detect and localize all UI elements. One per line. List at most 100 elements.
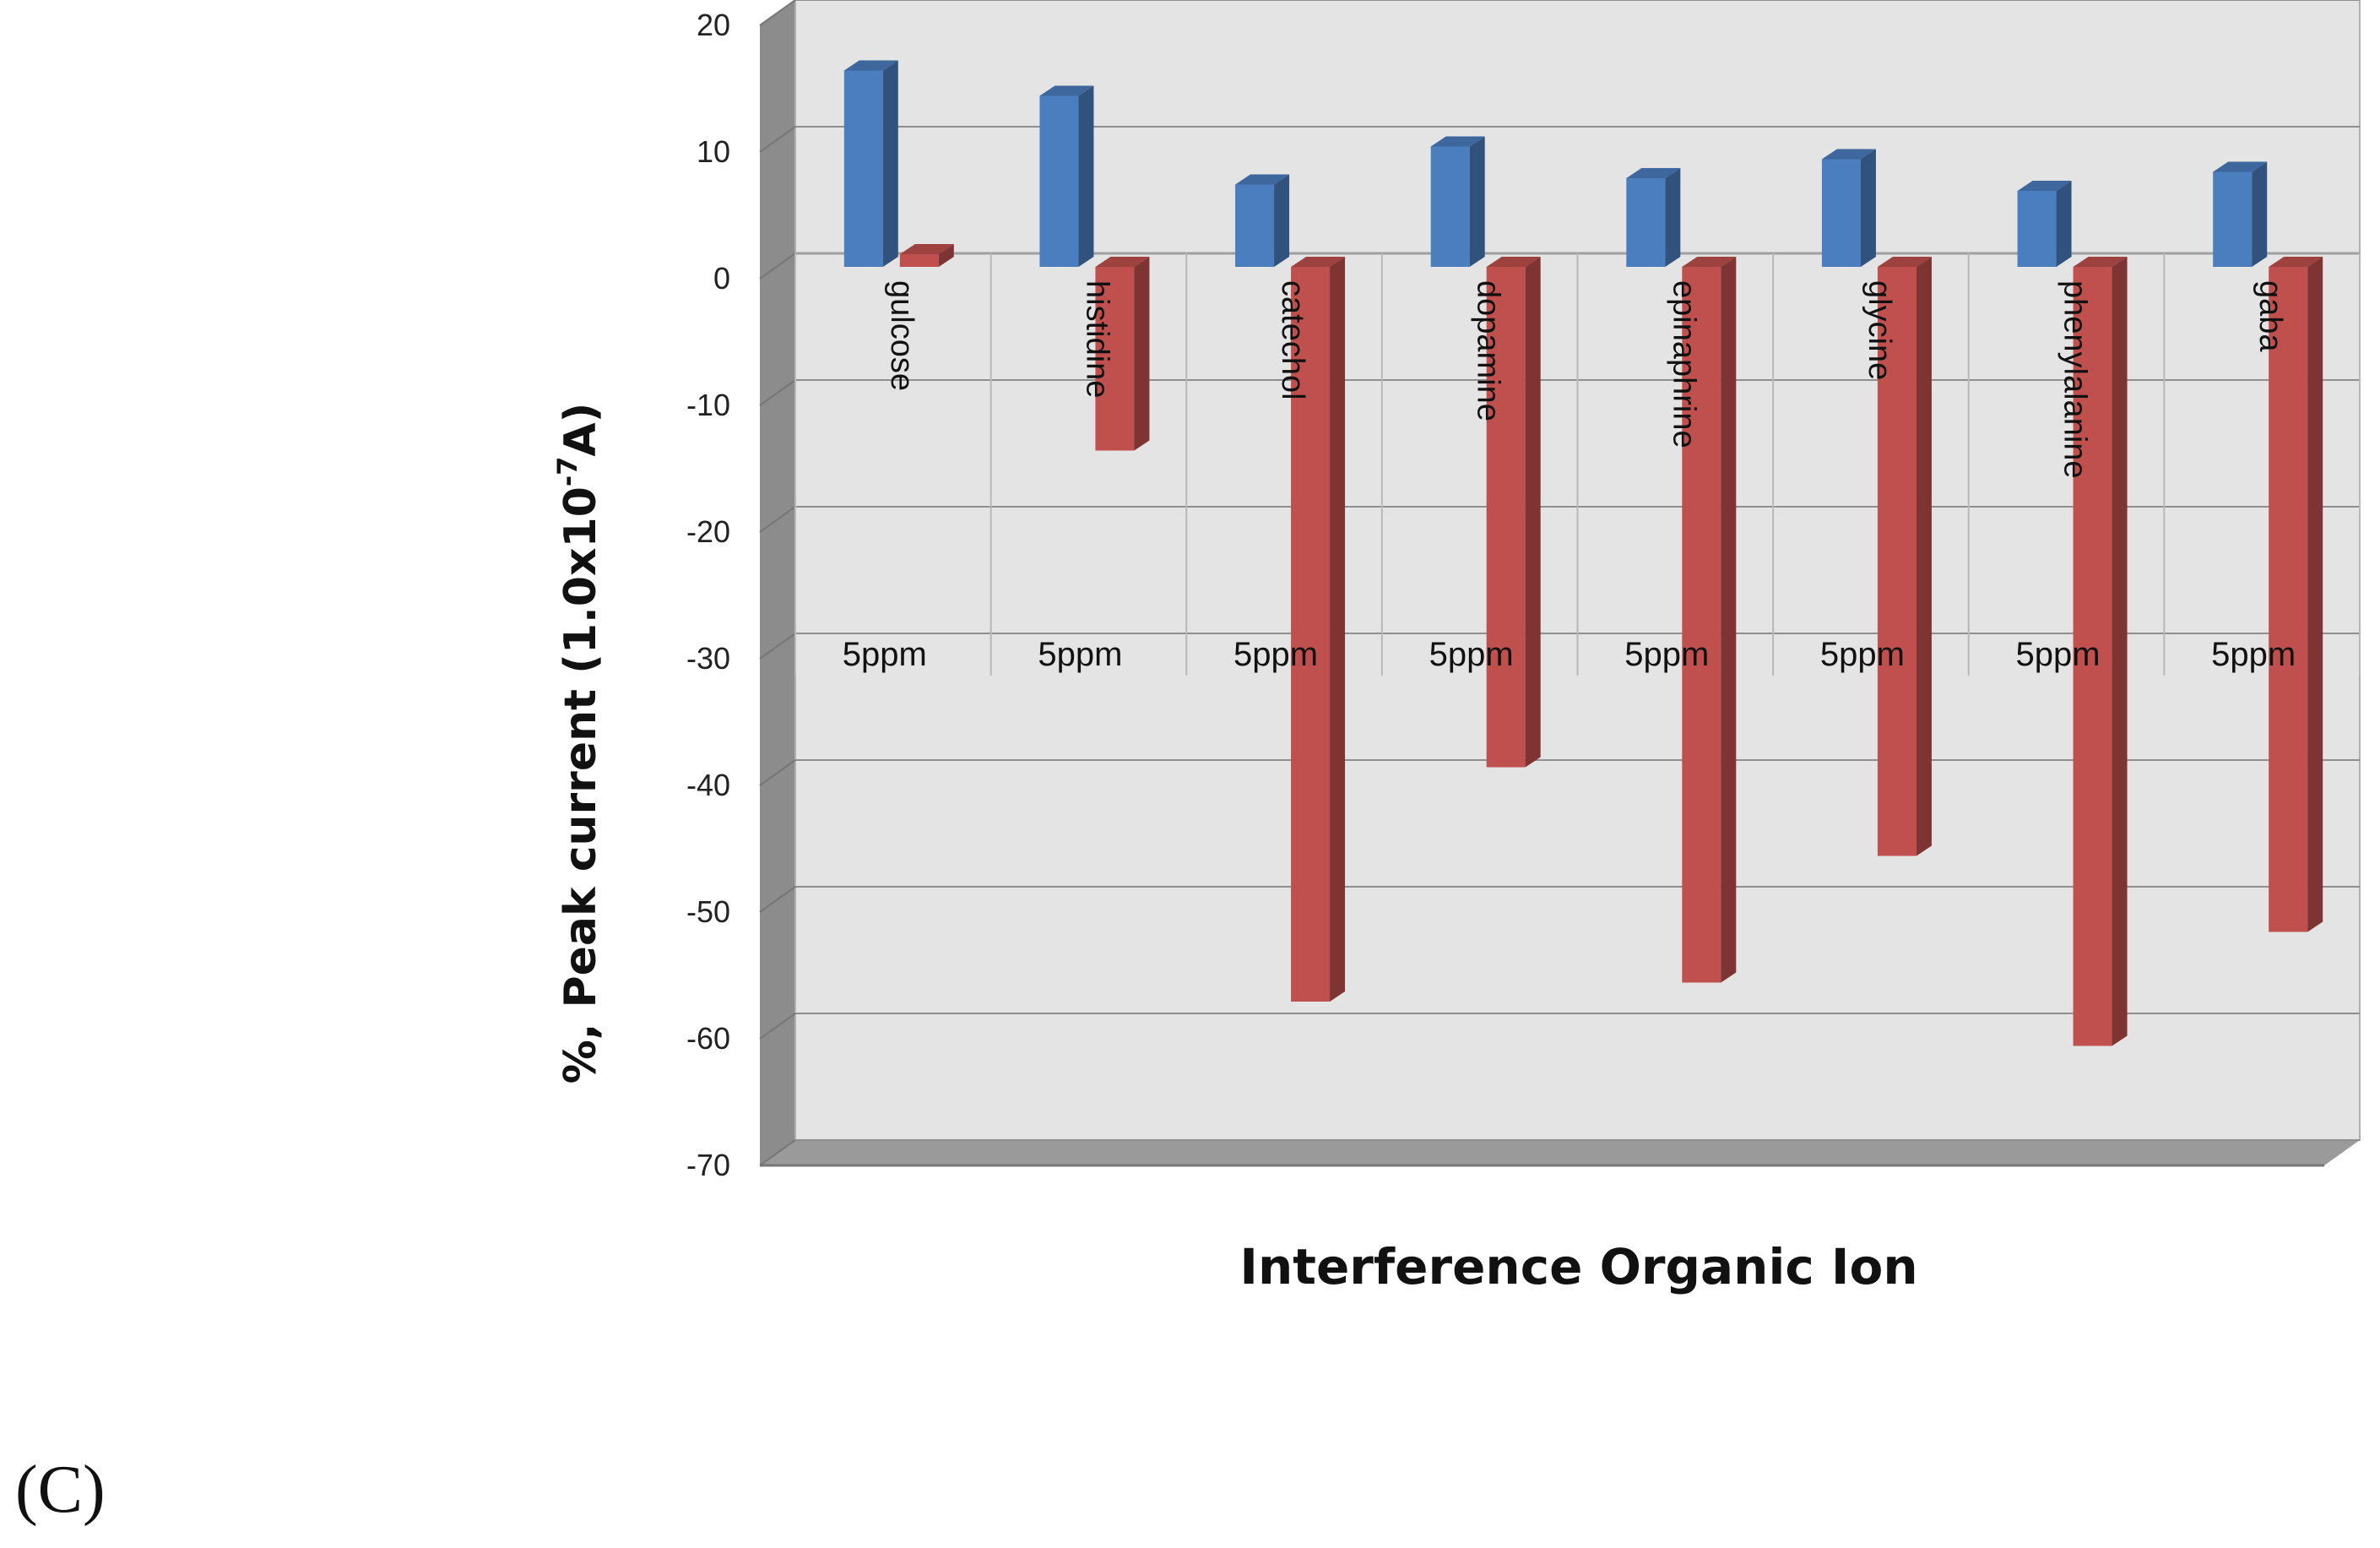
bar-top [843, 60, 898, 71]
gridline-side [759, 633, 796, 660]
bar-front [1682, 267, 1721, 983]
bar-side [2252, 161, 2268, 267]
gridline-side [759, 379, 796, 406]
bar-side [1134, 257, 1150, 451]
bar-series-1 [1821, 149, 1876, 267]
category-labels: gulcose 5ppm histidine 5ppm catechol 5ppm dopa… [843, 280, 2296, 673]
bar-side [882, 60, 898, 267]
y-tick-label: -20 [686, 514, 730, 549]
y-tick-label: -70 [686, 1148, 730, 1182]
category-label: gaba [2253, 280, 2288, 352]
group-label: 5ppm [2211, 636, 2296, 673]
bar-side [938, 244, 954, 267]
bar-series-1 [1430, 136, 1485, 267]
bar-series-2 [2073, 257, 2128, 1046]
bar-front [899, 254, 939, 267]
bar-front [1291, 267, 1331, 1002]
bar-front [2213, 171, 2253, 267]
bar-top [1039, 85, 1094, 96]
bar-series-2 [1486, 257, 1541, 768]
y-tick-label: -30 [686, 641, 730, 676]
bar-side [1916, 257, 1932, 856]
bar-series-2 [1291, 257, 1346, 1002]
bar-side [1469, 136, 1485, 267]
y-tick-label: -50 [686, 894, 730, 929]
bar-front [1486, 267, 1526, 768]
bar-top [899, 244, 954, 254]
y-tick-labels: 20 10 0 -10 -20 -30 -40 -50 -60 -70 [686, 8, 730, 1182]
bar-series-1 [1235, 174, 1290, 267]
bar-front [1821, 159, 1861, 267]
category-label: phenylalanine [2057, 280, 2093, 479]
y-tick-label: 10 [697, 134, 730, 169]
group-label: 5ppm [1233, 636, 1318, 673]
bar-series-1 [2017, 181, 2072, 267]
bar-top [1430, 136, 1485, 147]
bar-side [1274, 174, 1290, 267]
bar-series-2 [1877, 257, 1932, 856]
bar-front [1235, 184, 1275, 267]
y-axis-title-main: %, Peak current (1.0x10 [556, 486, 606, 1084]
bar-front [2269, 267, 2308, 932]
bar-front [2073, 267, 2112, 1046]
bar-top [1821, 149, 1876, 160]
y-tick-label: -10 [686, 388, 730, 422]
gridline-side [759, 1013, 796, 1040]
bar-top [1486, 257, 1541, 267]
gridline-side [759, 886, 796, 913]
bar-top [1291, 257, 1346, 267]
bar-side [1860, 149, 1876, 267]
y-axis-title: %, Peak current (1.0x10-7A) [551, 403, 606, 1084]
bar-series-1 [1626, 168, 1681, 267]
category-label: dopamine [1471, 280, 1506, 421]
bar-top [1235, 174, 1290, 185]
gridline-side [759, 1139, 796, 1166]
bar-front [1430, 146, 1470, 267]
bar-front [1626, 178, 1666, 267]
bar-top [2213, 161, 2268, 172]
bar-series-1 [1039, 85, 1094, 267]
bar-series-2 [899, 244, 954, 267]
bar-top [1682, 257, 1737, 267]
gridline-side [759, 253, 796, 280]
bar-front [1095, 267, 1135, 451]
bar-side [1721, 257, 1737, 983]
bar-side [2112, 257, 2128, 1046]
category-label: catechol [1275, 280, 1310, 400]
bars [843, 60, 2323, 1046]
group-label: 5ppm [1624, 636, 1709, 673]
category-label: glycine [1862, 280, 1897, 380]
floor [760, 1140, 2360, 1165]
bar-series-2 [1095, 257, 1150, 451]
group-label: 5ppm [2016, 636, 2101, 673]
y-axis-title-sup: -7 [551, 457, 583, 487]
bar-side [1665, 168, 1681, 267]
y-tick-label: -60 [686, 1021, 730, 1056]
y-tick-label: 0 [713, 261, 730, 296]
bar-front [843, 70, 883, 267]
y-tick-label: 20 [697, 8, 730, 42]
bar-front [1039, 95, 1079, 267]
left-wall [760, 0, 795, 1165]
category-label: gulcose [884, 280, 919, 391]
bar-top [2017, 181, 2072, 191]
bar-side [1525, 257, 1541, 768]
category-label: epinaphrine [1666, 280, 1701, 448]
bar-series-2 [2269, 257, 2323, 932]
group-label: 5ppm [843, 636, 927, 673]
bar-top [1877, 257, 1932, 267]
bar-top [1626, 168, 1681, 178]
bar-side [2307, 257, 2323, 932]
gridline-side [759, 126, 796, 153]
gridline-side [759, 506, 796, 533]
bar-front [2017, 191, 2057, 267]
group-label: 5ppm [1820, 636, 1905, 673]
y-tick-label: -40 [686, 768, 730, 802]
group-label: 5ppm [1038, 636, 1122, 673]
x-axis-title: Interference Organic Ion [1239, 1238, 1917, 1295]
y-axis-title-end: A) [556, 403, 606, 457]
bar-top [2269, 257, 2323, 267]
category-label: histidine [1079, 280, 1114, 398]
bar-side [1078, 85, 1094, 267]
bar-side [1330, 257, 1346, 1002]
